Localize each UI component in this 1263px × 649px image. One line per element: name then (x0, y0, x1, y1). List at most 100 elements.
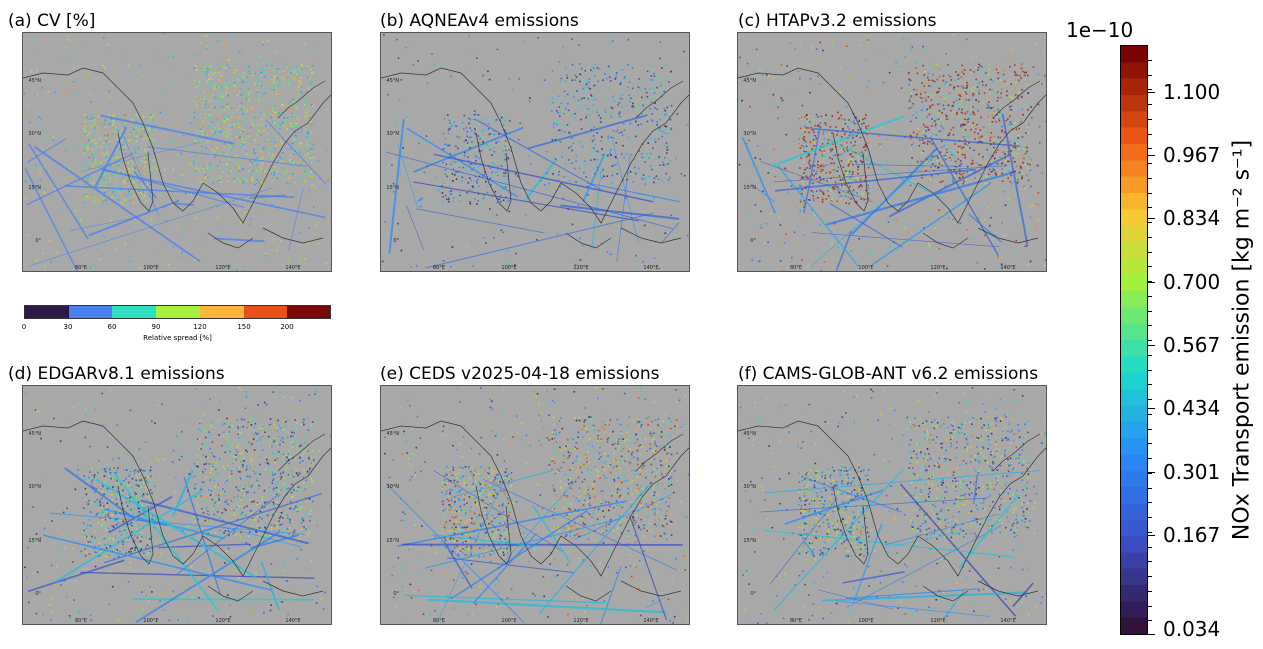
longitude-label: 120°E (215, 265, 231, 271)
cv-colorbar-tick: 30 (63, 323, 73, 331)
latitude-label: 0° (750, 238, 756, 244)
colorbar-tick-label: 0.034 (1163, 617, 1221, 641)
cv-colorbar-tick: 150 (237, 323, 251, 331)
latitude-label: 15°N (386, 538, 399, 544)
emission-map-graphic (23, 387, 331, 624)
colorbar-minor-tick (1148, 89, 1152, 91)
colorbar-minor-tick (1148, 295, 1152, 297)
colorbar-tick-mark (1148, 634, 1155, 635)
colorbar-tick-mark (1148, 471, 1155, 473)
cv-colorbar-segment (156, 306, 200, 318)
colorbar-minor-tick (1148, 222, 1152, 223)
longitude-label: 100°E (858, 265, 874, 271)
colorbar-minor-tick (1148, 384, 1152, 386)
colorbar-minor-tick (1148, 561, 1152, 563)
colorbar-minor-tick (1148, 192, 1152, 194)
panel-title-f: (f) CAMS-GLOB-ANT v6.2 emissions (738, 364, 1039, 384)
longitude-label: 120°E (215, 618, 231, 624)
map-panel-b: 45°N 30°N 15°N 0° 80°E 100°E 120°E 140°E (380, 32, 690, 272)
colorbar-minor-tick (1148, 148, 1152, 150)
colorbar-tick-mark (1148, 218, 1155, 220)
latitude-label: 30°N (743, 131, 756, 137)
colorbar-minor-tick (1148, 74, 1152, 76)
cv-colorbar-segment (25, 306, 69, 318)
colorbar-minor-tick (1148, 590, 1152, 592)
longitude-label: 140°E (285, 618, 301, 624)
panel-title-b: (b) AQNEAv4 emissions (380, 11, 579, 31)
colorbar-minor-tick (1148, 517, 1152, 518)
longitude-label: 80°E (789, 618, 803, 624)
longitude-label: 140°E (643, 265, 659, 271)
map-panel-a: 45°N 30°N 15°N 0° 80°E 100°E 120°E 140°E (22, 32, 332, 272)
longitude-label: 140°E (1000, 618, 1016, 624)
colorbar-tick-mark (1148, 155, 1155, 157)
map-panel-c: 45°N 30°N 15°N 0° 80°E 100°E 120°E 140°E (737, 32, 1047, 272)
latitude-label: 15°N (743, 185, 756, 191)
emission-colorbar (1120, 45, 1148, 635)
longitude-label: 80°E (432, 265, 446, 271)
colorbar-tick-label: 0.167 (1163, 522, 1221, 547)
colorbar-tick-mark (1148, 92, 1155, 94)
colorbar-minor-tick (1148, 59, 1152, 61)
longitude-label: 80°E (74, 265, 88, 271)
colorbar-minor-tick (1148, 399, 1152, 400)
latitude-label: 0° (393, 238, 399, 244)
emission-map-graphic (738, 34, 1046, 271)
latitude-label: 30°N (386, 131, 399, 137)
latitude-label: 15°N (386, 185, 399, 191)
colorbar-tick-label: 0.834 (1163, 206, 1221, 231)
longitude-label: 80°E (432, 618, 446, 624)
colorbar-multiplier: 1e−10 (1066, 18, 1134, 42)
longitude-label: 120°E (573, 265, 589, 271)
latitude-label: 15°N (28, 538, 41, 544)
colorbar-minor-tick (1148, 310, 1152, 312)
colorbar-minor-tick (1148, 546, 1152, 548)
longitude-label: 100°E (858, 618, 874, 624)
colorbar-tick-mark (1148, 282, 1155, 284)
latitude-label: 30°N (28, 131, 41, 137)
latitude-label: 45°N (386, 78, 399, 84)
latitude-label: 15°N (743, 538, 756, 544)
colorbar-minor-tick (1148, 620, 1152, 622)
longitude-label: 100°E (501, 618, 517, 624)
colorbar-minor-tick (1148, 605, 1152, 607)
colorbar-tick-label: 0.967 (1163, 143, 1221, 168)
colorbar-minor-tick (1148, 428, 1152, 430)
panel-title-c: (c) HTAPv3.2 emissions (738, 11, 937, 31)
cv-colorbar (24, 305, 331, 319)
latitude-label: 30°N (386, 484, 399, 490)
map-panel-f: 45°N 30°N 15°N 0° 80°E 100°E 120°E 140°E (737, 385, 1047, 625)
longitude-label: 140°E (1000, 265, 1016, 271)
emission-map-graphic (738, 387, 1046, 624)
colorbar-minor-tick (1148, 104, 1152, 105)
cv-colorbar-segment (112, 306, 157, 318)
colorbar-minor-tick (1148, 236, 1152, 238)
colorbar-minor-tick (1148, 354, 1152, 356)
map-panel-e: 45°N 30°N 15°N 0° 80°E 100°E 120°E 140°E (380, 385, 690, 625)
cv-colorbar-segment (199, 306, 244, 318)
cv-colorbar-tick: 60 (107, 323, 117, 331)
longitude-label: 80°E (789, 265, 803, 271)
latitude-label: 0° (750, 591, 756, 597)
colorbar-minor-tick (1148, 325, 1152, 327)
colorbar-minor-tick (1148, 266, 1152, 268)
latitude-label: 30°N (743, 484, 756, 490)
colorbar-minor-tick (1148, 281, 1152, 282)
latitude-label: 0° (35, 591, 41, 597)
colorbar-minor-tick (1148, 340, 1152, 341)
cv-colorbar-segment (243, 306, 288, 318)
latitude-label: 45°N (28, 78, 41, 84)
longitude-label: 80°E (74, 618, 88, 624)
emission-colorbar-label: NOx Transport emission [kg m⁻² s⁻¹] (1229, 139, 1255, 541)
cv-colorbar-segment (287, 306, 331, 318)
colorbar-tick-label: 0.301 (1163, 459, 1221, 484)
emission-map-graphic (23, 33, 331, 271)
colorbar-minor-tick (1148, 369, 1152, 371)
colorbar-tick-mark (1148, 345, 1155, 347)
longitude-label: 100°E (143, 618, 159, 624)
longitude-label: 140°E (285, 265, 301, 271)
latitude-label: 15°N (28, 185, 41, 191)
cv-colorbar-tick: 90 (151, 323, 161, 331)
colorbar-tick-label: 0.567 (1163, 333, 1221, 358)
emission-map-graphic (381, 387, 689, 624)
